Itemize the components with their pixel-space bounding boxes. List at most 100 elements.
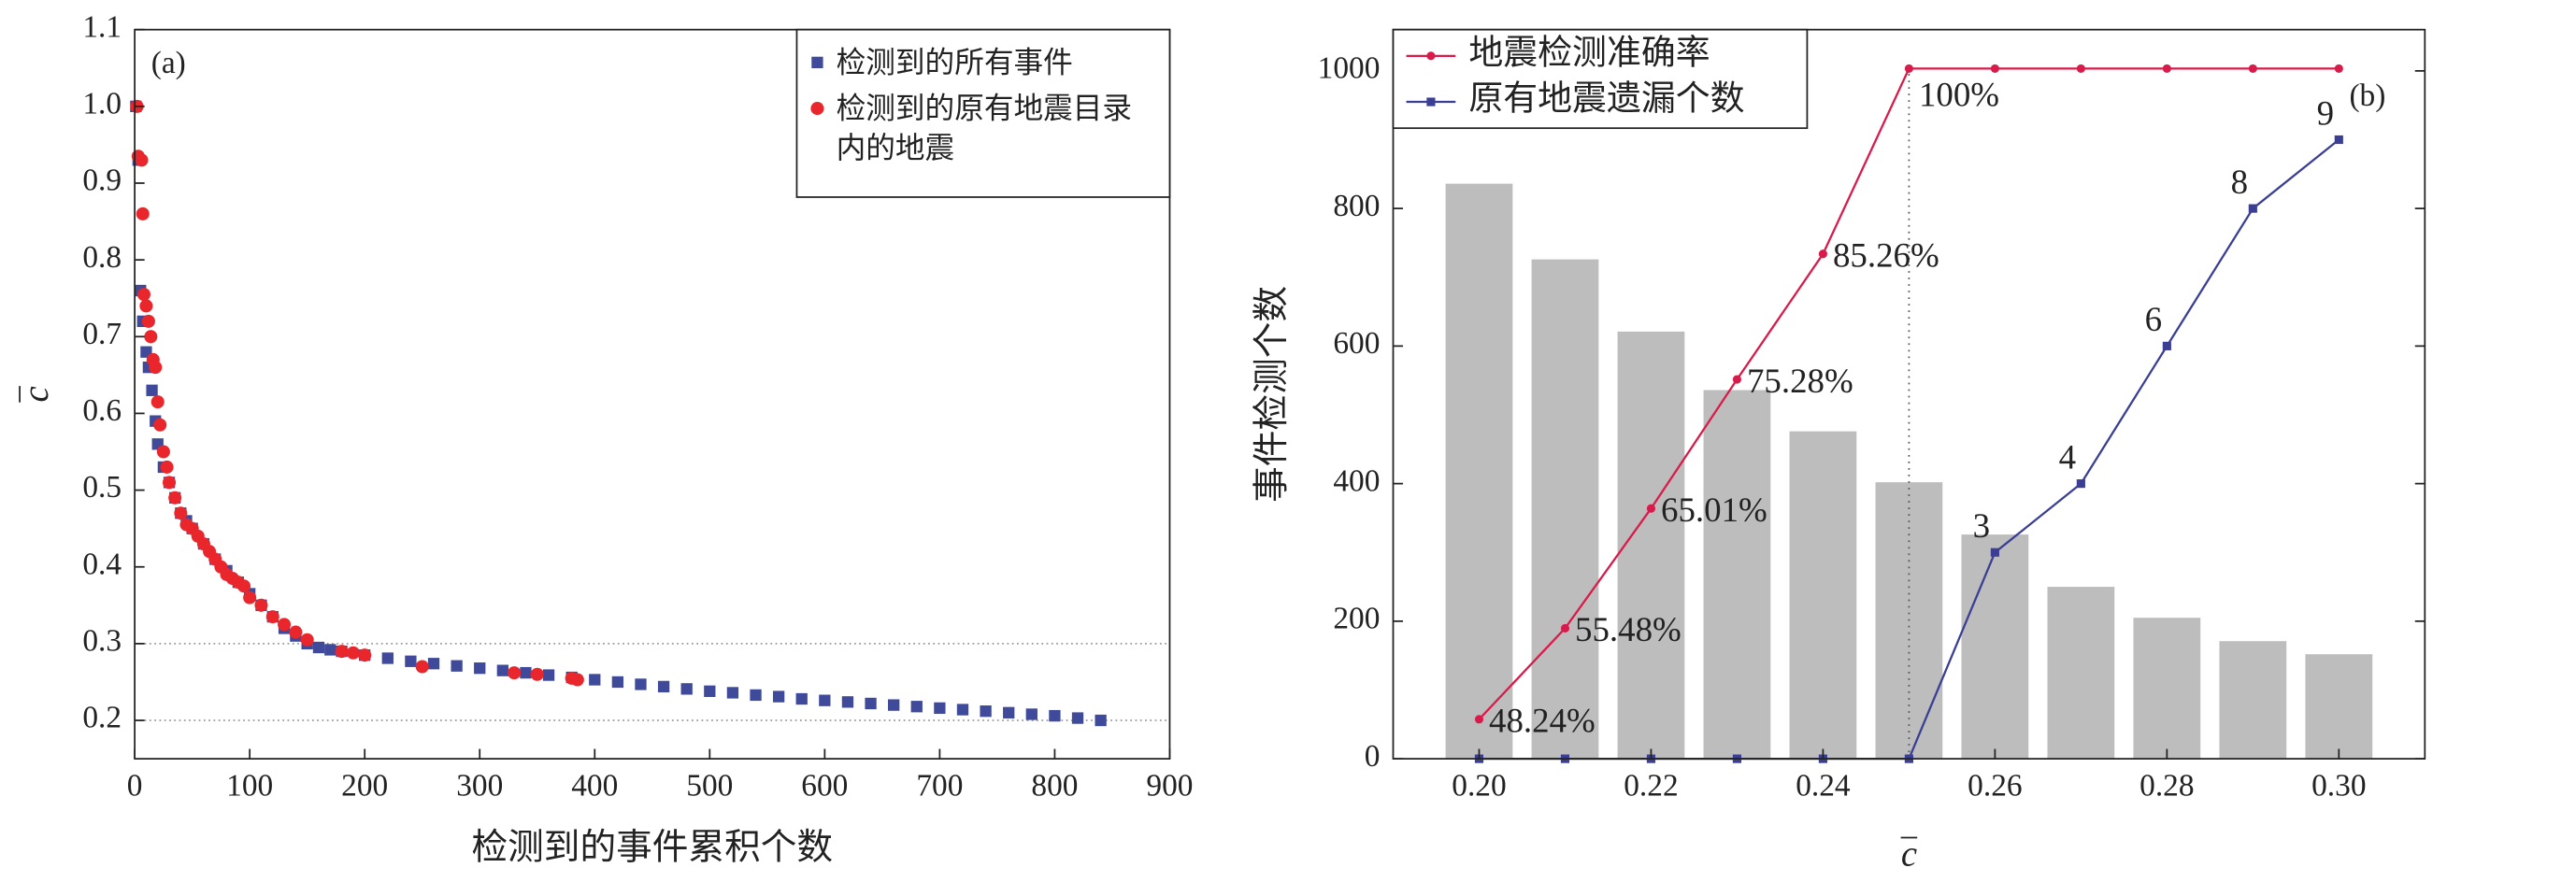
bar	[2305, 654, 2373, 760]
axis-label-group: c	[1900, 834, 1918, 874]
point	[139, 299, 153, 313]
y-tick-label: 400	[1333, 463, 1380, 498]
point	[1049, 709, 1061, 722]
point	[149, 361, 163, 375]
x-tick-label: 200	[341, 768, 388, 803]
legend-box	[1392, 28, 1809, 130]
point	[934, 702, 946, 715]
point	[956, 704, 969, 716]
x-tick-label: 0.20	[1452, 768, 1506, 803]
point	[265, 610, 279, 624]
plot-frame	[134, 28, 1171, 760]
value-label: 3	[1973, 506, 1990, 545]
point	[312, 641, 325, 654]
bar	[1531, 259, 1599, 760]
panel-label: (b)	[2349, 78, 2385, 113]
point	[657, 680, 670, 693]
point	[1003, 706, 1015, 718]
point	[146, 384, 158, 396]
point	[136, 288, 151, 302]
point	[772, 690, 785, 703]
point	[1904, 64, 1913, 73]
y-axis-label: 事件检测个数	[1252, 286, 1292, 503]
bar	[2133, 618, 2201, 760]
point	[589, 674, 601, 686]
point	[174, 506, 188, 520]
point	[405, 655, 417, 667]
x-tick-label: 100	[226, 768, 273, 803]
legend-label: 原有地震遗漏个数	[1468, 79, 1744, 118]
y-tick-label: 1000	[1318, 51, 1381, 86]
point	[163, 476, 177, 490]
legend-label: 地震检测准确率	[1468, 33, 1710, 71]
point	[1990, 64, 1999, 73]
value-label: 8	[2231, 163, 2248, 201]
plot-frame	[1392, 28, 2426, 760]
point	[508, 666, 522, 680]
point	[289, 625, 303, 639]
point	[136, 206, 150, 220]
legend-text-box: 检测到的原有地震目录内的地震	[836, 92, 1133, 164]
point	[1025, 708, 1038, 720]
value-label: 55.48%	[1575, 610, 1682, 648]
y-tick-label: 0.5	[82, 470, 122, 505]
point	[542, 669, 555, 681]
legend-marker	[1426, 51, 1436, 61]
point	[635, 678, 647, 690]
x-tick-label: 0.24	[1796, 768, 1851, 803]
point	[496, 664, 508, 676]
point	[236, 579, 251, 593]
y-tick-label: 600	[1333, 326, 1380, 361]
legend-label: 检测到的原有地震目录内的地震	[836, 92, 1133, 164]
point	[324, 644, 336, 656]
x-tick-label: 600	[801, 768, 848, 803]
y-tick-label: 0.9	[82, 164, 122, 198]
x-tick-label: 400	[571, 768, 618, 803]
point	[1732, 375, 1741, 384]
value-label: 4	[2059, 437, 2076, 476]
x-axis-label: 检测到的事件累积个数	[472, 827, 834, 867]
x-tick-label: 700	[916, 768, 963, 803]
point	[2248, 64, 2257, 73]
point	[1474, 715, 1484, 724]
point	[141, 314, 155, 328]
point	[335, 645, 349, 659]
point	[2334, 64, 2343, 73]
x-tick-label: 800	[1031, 768, 1078, 803]
y-tick-label: 0.8	[82, 240, 122, 275]
y-tick-label: 800	[1333, 189, 1380, 223]
y-tick-label: 0	[1365, 739, 1381, 774]
point	[570, 673, 584, 687]
y-tick-label: 200	[1333, 602, 1380, 636]
y-tick-label: 0.4	[82, 547, 122, 581]
point	[1095, 714, 1107, 727]
bar	[2219, 641, 2287, 760]
point	[254, 598, 268, 612]
point	[381, 652, 394, 664]
x-tick-label: 500	[686, 768, 733, 803]
x-tick-label: 0.26	[1968, 768, 2022, 803]
y-tick-label: 0.6	[82, 393, 122, 428]
bar	[1789, 431, 1857, 760]
x-tick-label: 0.30	[2311, 768, 2366, 803]
y-tick-label: 0.7	[82, 317, 122, 351]
point	[704, 685, 716, 697]
legend-marker	[810, 102, 824, 116]
point	[530, 667, 544, 681]
value-label: 48.24%	[1489, 702, 1596, 740]
point	[680, 683, 693, 695]
y-tick-label: 1.1	[82, 9, 122, 44]
axis-label-group: c	[17, 386, 56, 403]
bar	[1445, 183, 1513, 760]
point	[1560, 623, 1570, 633]
point	[2162, 341, 2171, 350]
bar	[2047, 587, 2115, 760]
point	[1818, 249, 1827, 259]
point	[415, 660, 429, 674]
point	[726, 687, 739, 699]
point	[888, 699, 900, 711]
point	[795, 692, 808, 705]
bar	[1617, 331, 1685, 760]
